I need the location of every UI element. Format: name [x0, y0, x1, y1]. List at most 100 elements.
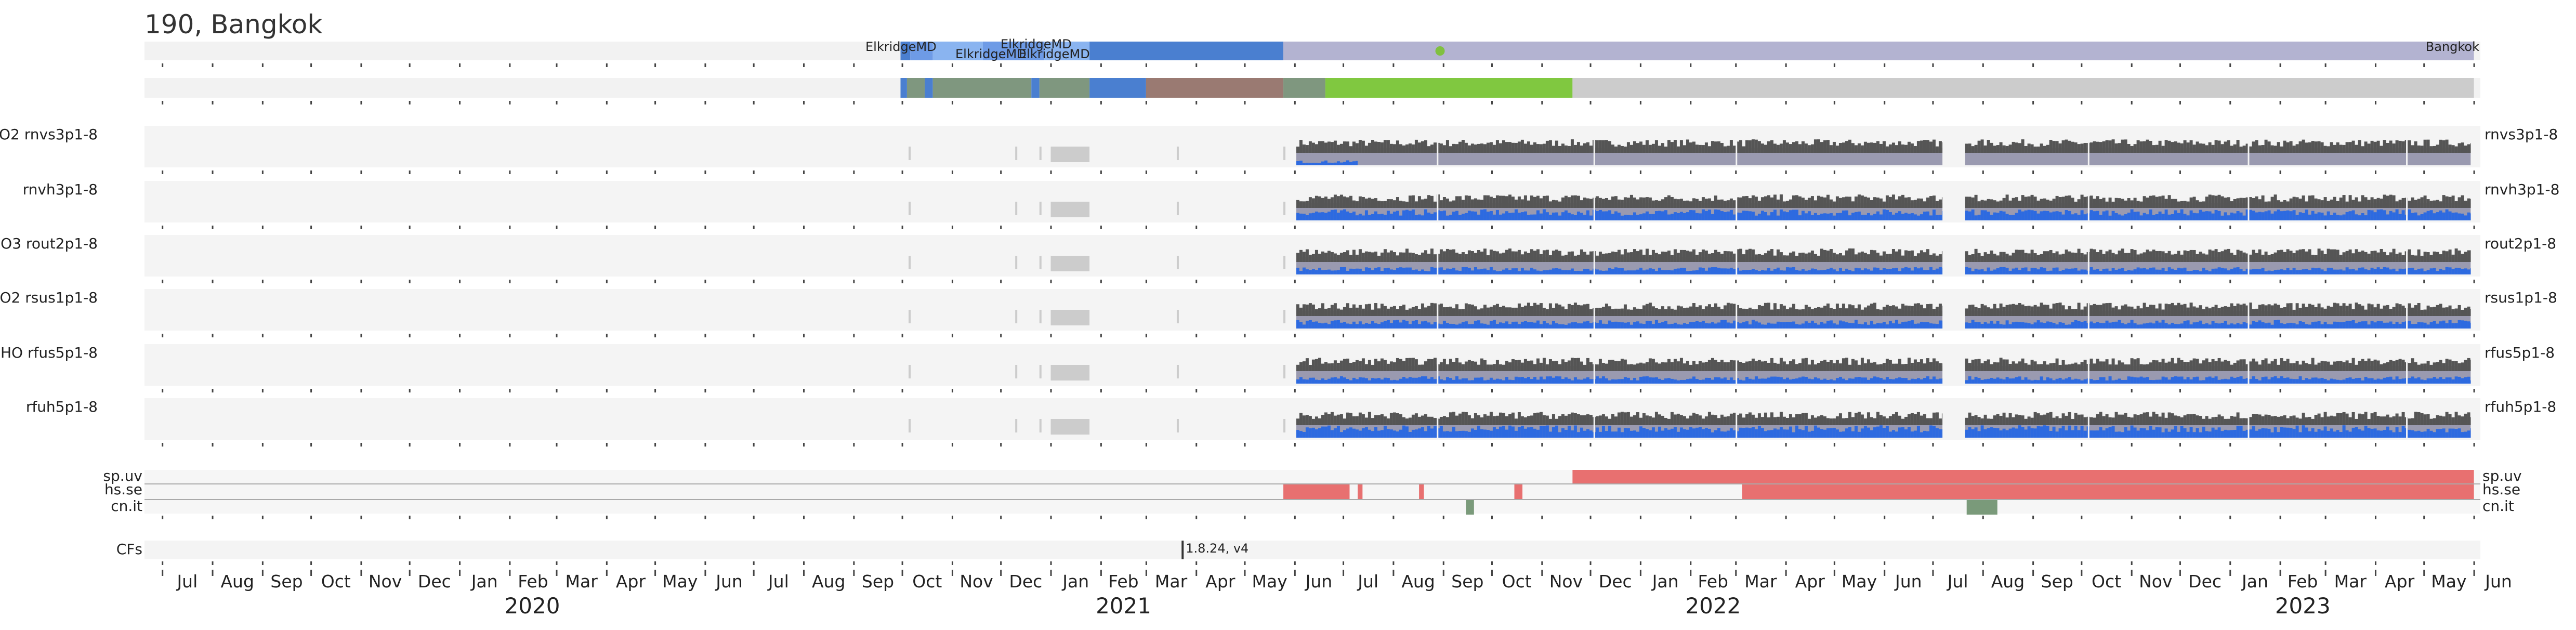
row-blue-bar — [2224, 321, 2227, 329]
row-dark-bar — [1829, 249, 1833, 262]
row-tick — [2032, 389, 2034, 392]
row-dark-bar — [1318, 141, 1321, 153]
row-dark-bar — [2445, 251, 2449, 262]
row-dark-bar — [1867, 198, 1870, 208]
row-blue-bar — [1642, 428, 1646, 438]
row-blue-bar — [1770, 323, 1773, 329]
row-tick — [951, 226, 953, 229]
row-divider — [1593, 299, 1595, 331]
row-dark-bar — [1745, 196, 1749, 208]
row-dark-bar — [1792, 417, 1795, 425]
row-blue-bar — [2270, 324, 2274, 329]
row-tick — [901, 280, 903, 283]
row-tick — [1392, 443, 1395, 447]
row-blue-bar — [2227, 270, 2230, 274]
row-dark-bar — [2408, 249, 2411, 262]
row-blue-bar — [1910, 270, 1914, 274]
location-label: ElkridgeMD — [865, 40, 937, 54]
row-dark-bar — [1308, 255, 1312, 262]
row-blue-bar — [1626, 322, 1630, 329]
row-blue-bar — [1920, 379, 1923, 384]
row-blue-bar — [1891, 268, 1895, 274]
row-dark-bar — [2211, 251, 2215, 262]
row-tick — [2374, 170, 2376, 174]
row-dark-bar — [1968, 255, 1972, 262]
row-dark-bar — [1452, 200, 1455, 208]
row-blue-bar — [1495, 378, 1499, 384]
row-dark-bar — [1916, 412, 1920, 425]
row-dark-bar — [2108, 303, 2112, 316]
row-blue-bar — [2426, 378, 2430, 384]
row-dark-bar — [2348, 142, 2352, 153]
row-dark-bar — [1552, 251, 1555, 262]
row-dark-bar — [1386, 363, 1390, 371]
flags-tick — [1639, 516, 1641, 519]
row-blue-bar — [1417, 214, 1421, 220]
row-dark-bar — [2005, 359, 2009, 371]
row-divider — [2248, 299, 2250, 331]
row-tick — [803, 170, 805, 174]
row-tick — [2131, 443, 2133, 447]
row-dark-bar — [1517, 303, 1521, 316]
row-blue-bar — [2380, 430, 2383, 438]
status-segment — [1146, 78, 1284, 98]
status-tick — [2032, 101, 2034, 104]
row-dark-bar — [2114, 412, 2118, 425]
axis-tick — [1145, 570, 1147, 576]
row-dark-bar — [2461, 254, 2464, 262]
row-blue-bar — [2333, 431, 2336, 438]
row-blue-bar — [1835, 378, 1839, 384]
row-dark-bar — [2461, 195, 2464, 208]
row-dark-bar — [1820, 415, 1823, 425]
row-dark-bar — [2093, 249, 2096, 262]
row-dark-bar — [2093, 363, 2096, 371]
row-blue-bar — [1421, 215, 1424, 220]
row-dark-bar — [1583, 415, 1586, 425]
row-tick — [1884, 334, 1886, 337]
row-dark-bar — [1910, 143, 1914, 153]
row-dark-bar — [1983, 200, 1987, 208]
row-blue-bar — [2236, 323, 2240, 329]
row-blue-bar — [1999, 211, 2003, 220]
row-dark-bar — [1983, 361, 1987, 371]
row-blue-bar — [1658, 426, 1661, 438]
row-dark-bar — [2401, 359, 2405, 371]
row-blue-bar — [2205, 323, 2209, 329]
flags-tick — [509, 516, 511, 519]
row-tick — [2473, 389, 2475, 392]
row-blue-bar — [2408, 321, 2411, 329]
row-blue-bar — [2046, 271, 2049, 274]
row-blue-bar — [1980, 323, 1984, 329]
flags-tick — [2473, 516, 2475, 519]
row-blip — [1176, 202, 1179, 215]
row-dark-bar — [2270, 361, 2274, 371]
row-blue-bar — [2118, 320, 2121, 329]
row-dark-bar — [1483, 305, 1487, 316]
cfs-tick — [459, 561, 461, 565]
row-blue-bar — [2277, 320, 2280, 329]
row-dark-bar — [2317, 248, 2321, 262]
row-dark-bar — [2118, 414, 2121, 425]
row-blue-bar — [2242, 271, 2246, 274]
row-blue-bar — [1311, 269, 1315, 274]
row-blue-bar — [2242, 215, 2246, 220]
row-dark-bar — [1327, 363, 1331, 371]
row-blue-bar — [2311, 211, 2315, 220]
row-blue-bar — [2008, 378, 2012, 384]
row-dark-bar — [1495, 415, 1499, 425]
month-label: Jul — [767, 571, 789, 592]
row-dark-bar — [2077, 144, 2081, 153]
row-dark-bar — [1424, 199, 1427, 208]
row-dark-bar — [1520, 307, 1524, 316]
row-dark-bar — [2220, 416, 2224, 425]
row-dark-bar — [1658, 146, 1661, 153]
location-tick — [853, 63, 855, 67]
row-dark-bar — [1611, 196, 1614, 208]
row-blue-bar — [2280, 376, 2283, 384]
row-dark-bar — [1545, 140, 1549, 153]
row-dark-bar — [2345, 201, 2349, 208]
row-blue-bar — [1511, 213, 1515, 220]
row-dark-bar — [2205, 416, 2209, 425]
row-dark-bar — [1714, 250, 1717, 262]
row-dark-bar — [2036, 364, 2040, 371]
